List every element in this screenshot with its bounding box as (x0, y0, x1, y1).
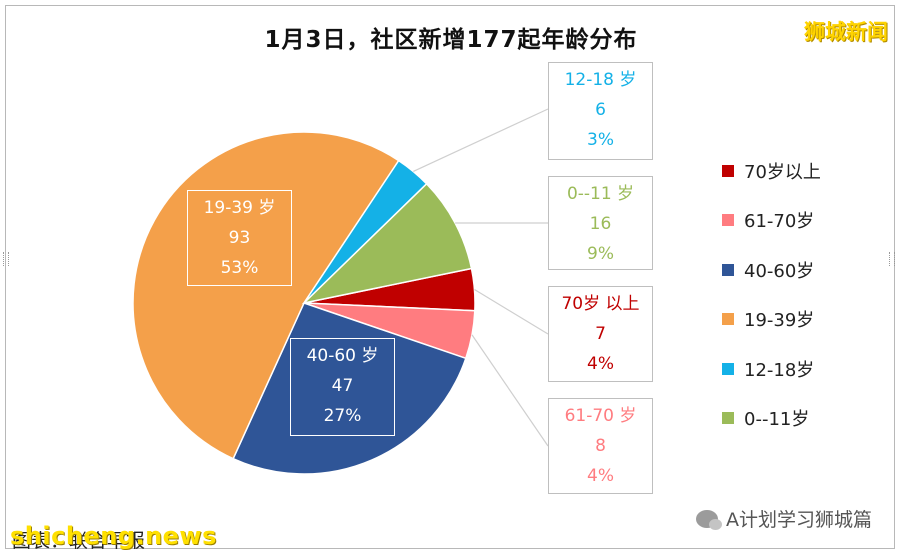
callout-percent: 9% (587, 244, 614, 264)
legend-item: 70岁以上 (722, 146, 821, 196)
source-caption: 图表：联合早报 (12, 530, 146, 552)
callout-label: 61-70 岁 (564, 406, 637, 426)
wechat-account-name: A计划学习狮城篇 (726, 509, 872, 531)
watermark-logo: 狮城新闻 (804, 20, 888, 44)
pie-slice-0--11岁 (301, 182, 473, 305)
callout-value: 6 (595, 100, 606, 120)
legend-swatch (722, 263, 734, 276)
legend-swatch (722, 214, 734, 227)
callout-label: 19-39 岁 (203, 198, 276, 218)
callout-40-60岁: 40-60 岁 47 27% (290, 338, 395, 436)
site-watermark: shicheng.news (10, 522, 217, 550)
legend-swatch (722, 412, 734, 425)
resize-handle-right[interactable] (889, 252, 895, 266)
legend-item: 40-60岁 (722, 245, 821, 295)
callout-percent: 3% (587, 130, 614, 150)
legend-label: 12-18岁 (744, 359, 815, 381)
pie-slice-19-39岁 (132, 131, 400, 460)
callout-percent: 4% (587, 466, 614, 486)
callout-61-70岁: 61-70 岁 8 4% (548, 398, 653, 494)
legend-label: 40-60岁 (744, 260, 815, 282)
leader-line (413, 108, 549, 173)
legend: 70岁以上 61-70岁 40-60岁 19-39岁 12-18岁 0--11岁 (722, 146, 821, 443)
callout-12-18岁: 12-18 岁 6 3% (548, 62, 653, 160)
legend-label: 70岁以上 (744, 161, 821, 183)
callout-percent: 27% (323, 406, 362, 426)
callout-value: 8 (595, 436, 606, 456)
legend-item: 12-18岁 (722, 344, 821, 394)
legend-item: 19-39岁 (722, 295, 821, 345)
legend-swatch (722, 164, 734, 177)
wechat-attribution: A计划学习狮城篇 (696, 505, 872, 532)
callout-value: 47 (331, 376, 354, 396)
legend-label: 0--11岁 (744, 409, 810, 431)
callout-19-39岁: 19-39 岁 93 53% (187, 190, 292, 286)
legend-item: 61-70岁 (722, 196, 821, 246)
legend-swatch (722, 313, 734, 326)
callout-label: 0--11 岁 (566, 184, 635, 204)
callout-0--11岁: 0--11 岁 16 9% (548, 176, 653, 270)
callout-label: 12-18 岁 (564, 70, 637, 90)
wechat-icon (696, 509, 722, 530)
pie-slice-40-60岁 (232, 302, 467, 475)
legend-label: 61-70岁 (744, 211, 815, 233)
callout-label: 70岁 以上 (561, 294, 640, 314)
callout-value: 16 (589, 214, 612, 234)
legend-label: 19-39岁 (744, 310, 815, 332)
legend-swatch (722, 362, 734, 375)
callout-percent: 4% (587, 354, 614, 374)
callout-value: 93 (228, 228, 251, 248)
leader-line (471, 334, 549, 447)
callout-70岁以上: 70岁 以上 7 4% (548, 286, 653, 382)
chart-title: 1月3日，社区新增177起年龄分布 (264, 27, 638, 53)
callout-percent: 53% (220, 258, 259, 278)
callout-label: 40-60 岁 (306, 346, 379, 366)
leader-line (474, 289, 549, 335)
legend-item: 0--11岁 (722, 394, 821, 444)
resize-handle-left[interactable] (3, 252, 9, 266)
callout-value: 7 (595, 324, 606, 344)
